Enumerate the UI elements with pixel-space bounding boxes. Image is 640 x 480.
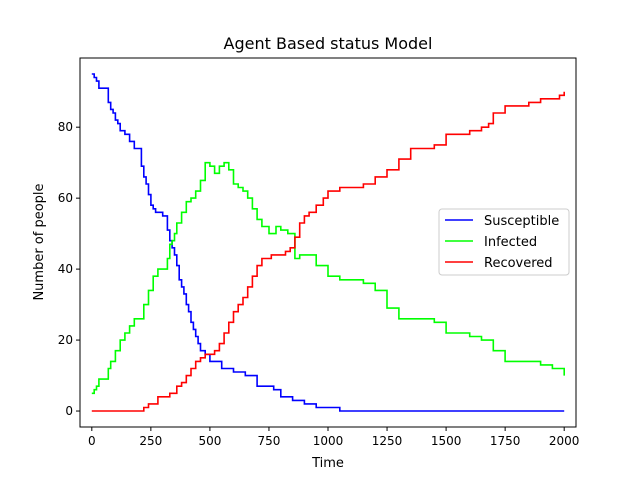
- series-layer: [91, 73, 565, 412]
- y-tick-label: 80: [58, 120, 73, 134]
- legend-label-susceptible: Susceptible: [484, 214, 559, 229]
- x-axis: 0 250 500 750 1000 1250 1500 1750 2000: [88, 427, 579, 448]
- series-line-susceptible: [91, 73, 565, 412]
- y-tick-label: 40: [58, 262, 73, 276]
- x-tick-label: 2000: [549, 434, 580, 448]
- x-tick-label: 250: [139, 434, 162, 448]
- legend-label-infected: Infected: [484, 235, 537, 250]
- y-tick-label: 60: [58, 191, 73, 205]
- x-tick-label: 0: [88, 434, 96, 448]
- x-tick-label: 1750: [490, 434, 521, 448]
- y-axis-label: Number of people: [32, 183, 47, 300]
- x-axis-label: Time: [311, 456, 344, 471]
- y-axis: 0 20 40 60 80: [58, 120, 80, 418]
- x-tick-label: 750: [257, 434, 280, 448]
- legend: Susceptible Infected Recovered: [438, 208, 570, 276]
- y-tick-label: 20: [58, 333, 73, 347]
- y-tick-label: 0: [65, 404, 73, 418]
- legend-box: [438, 208, 570, 276]
- x-tick-label: 1500: [431, 434, 462, 448]
- legend-label-recovered: Recovered: [484, 256, 553, 271]
- series-line-recovered: [91, 91, 565, 412]
- series-line-infected: [91, 161, 565, 395]
- x-tick-label: 1250: [372, 434, 403, 448]
- x-tick-label: 500: [198, 434, 221, 448]
- x-tick-label: 1000: [313, 434, 344, 448]
- chart-title: Agent Based status Model: [224, 34, 433, 53]
